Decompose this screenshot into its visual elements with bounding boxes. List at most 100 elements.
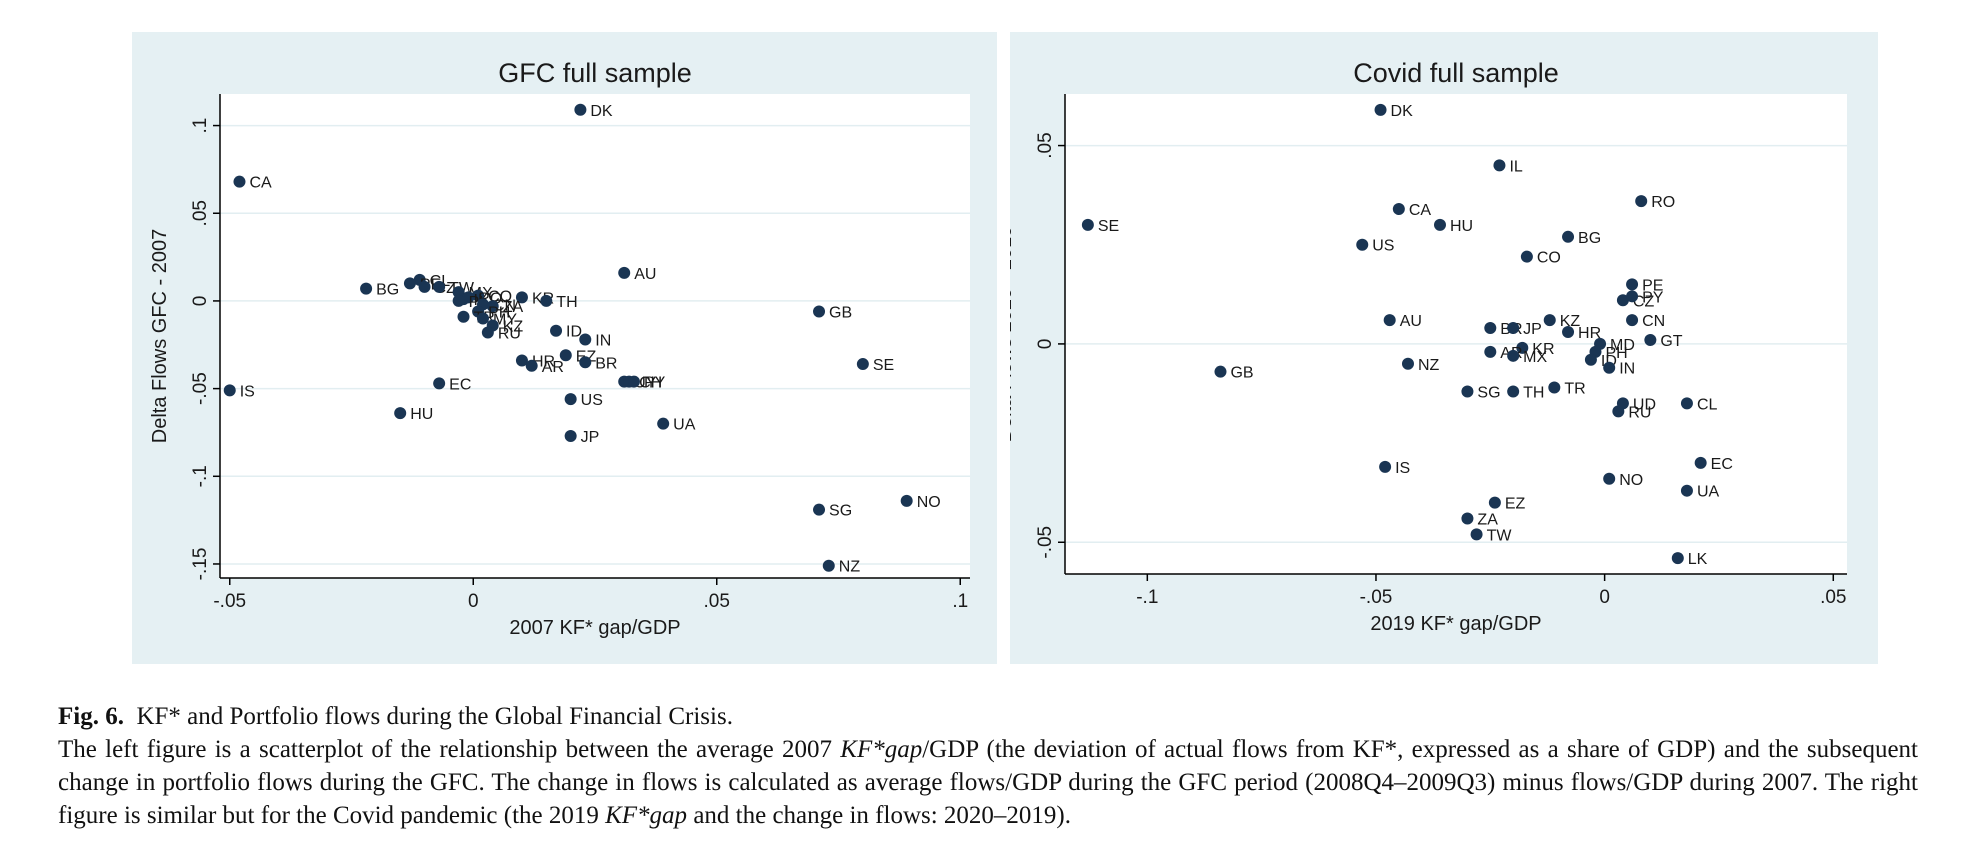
gfc-point [515, 354, 528, 367]
gfc-y-tick-label: -.05 [190, 372, 211, 405]
gfc-point-label: UY [634, 375, 657, 392]
covid-point-label: GT [1660, 333, 1682, 350]
gfc-point-label: BG [376, 282, 399, 299]
gfc-point-label: SE [873, 357, 894, 374]
covid-y-tick-label: .05 [1035, 132, 1056, 158]
covid-y-axis-title: Delta Flows 2020 - 2019 [1010, 226, 1016, 443]
caption-math-kfgap-1: KF*gap [840, 736, 923, 763]
covid-point-label: IS [1395, 460, 1410, 477]
covid-point-label: KR [1532, 341, 1554, 358]
covid-point-label: SG [1477, 385, 1500, 402]
covid-point-label: DK [1391, 103, 1414, 120]
gfc-point [822, 559, 835, 572]
covid-point-label: TH [1523, 385, 1544, 402]
covid-point [1507, 349, 1520, 362]
covid-y-tick-label: -.05 [1035, 526, 1056, 559]
gfc-point [476, 312, 489, 325]
gfc-point [564, 429, 577, 442]
gfc-plot-area [220, 94, 970, 578]
gfc-y-tick-label: -.15 [190, 548, 211, 581]
gfc-x-tick-label: -.05 [213, 591, 246, 612]
gfc-point [579, 356, 592, 369]
gfc-y-tick-label: 0 [190, 296, 211, 307]
gfc-point-label: HU [410, 406, 433, 423]
covid-point [1356, 238, 1369, 251]
covid-point-label: MD [1610, 337, 1635, 354]
gfc-point [657, 417, 670, 430]
covid-point [1488, 496, 1501, 509]
gfc-point [550, 324, 563, 337]
covid-point [1507, 322, 1520, 335]
covid-x-tick-label: -.1 [1136, 587, 1158, 608]
covid-x-axis-title: 2019 KF* gap/GDP [1370, 613, 1541, 635]
gfc-point-label: PY [644, 375, 666, 392]
covid-point [1694, 456, 1707, 469]
covid-point [1470, 528, 1483, 541]
caption-body-part3: and the change in flows: 2020–2019). [693, 802, 1072, 829]
covid-scatter-panel: .05 0 -.05 -.1 -.05 0 .05 Covid full sample 2019… [994, 32, 1878, 664]
gfc-point [564, 393, 577, 406]
covid-point-label: CZ [1633, 293, 1655, 310]
covid-point [1433, 218, 1446, 231]
gfc-point-label: TH [556, 294, 577, 311]
covid-point [1562, 326, 1575, 339]
covid-point-label: HU [1450, 218, 1473, 235]
gfc-x-tick-label: .05 [704, 591, 730, 612]
caption-title: KF* and Portfolio flows during the Globa… [136, 703, 733, 730]
gfc-chart-title: GFC full sample [498, 58, 692, 88]
gfc-y-tick-label: .1 [190, 118, 211, 134]
covid-point-label: US [1372, 238, 1394, 255]
gfc-point-label: IS [240, 383, 255, 400]
gfc-point-label: PH [488, 304, 510, 321]
gfc-point [515, 291, 528, 304]
gfc-point [223, 384, 236, 397]
gfc-point-label: IN [595, 333, 611, 350]
covid-point [1507, 385, 1520, 398]
gfc-point [574, 103, 587, 116]
covid-point [1461, 512, 1474, 525]
covid-point [1562, 230, 1575, 243]
covid-point [1484, 345, 1497, 358]
gfc-point [394, 407, 407, 420]
covid-point [1516, 341, 1529, 354]
gfc-point [813, 305, 826, 318]
covid-point-label: PH [1605, 345, 1627, 362]
gfc-point [457, 310, 470, 323]
gfc-point-label: CA [249, 175, 272, 192]
covid-point-label: CA [1409, 202, 1432, 219]
gfc-y-tick-label: -.1 [190, 465, 211, 487]
covid-point [1379, 460, 1392, 473]
covid-point-label: GB [1230, 365, 1253, 382]
covid-point [1635, 195, 1648, 208]
gfc-point [403, 277, 416, 290]
gfc-point-label: SG [829, 503, 852, 520]
gfc-x-axis-title: 2007 KF* gap/GDP [509, 617, 680, 639]
gfc-point-label: CH [639, 375, 662, 392]
covid-point-label: CL [1697, 396, 1718, 413]
gfc-point [579, 333, 592, 346]
covid-point [1520, 250, 1533, 263]
gfc-point-label: KZ [503, 318, 524, 335]
gfc-point-label: EC [449, 376, 471, 393]
gfc-point [452, 294, 465, 307]
covid-point-label: BG [1578, 230, 1601, 247]
covid-point [1214, 365, 1227, 378]
covid-chart-title: Covid full sample [1353, 58, 1559, 88]
covid-point-label: PE [1642, 277, 1663, 294]
gfc-point-label: GB [829, 304, 852, 321]
covid-point-label: IN [1619, 361, 1635, 378]
covid-point-label: CN [1642, 313, 1665, 330]
covid-point [1644, 333, 1657, 346]
covid-point [1603, 361, 1616, 374]
gfc-point [900, 494, 913, 507]
gfc-point-label: RU [498, 325, 521, 342]
covid-point [1603, 472, 1616, 485]
covid-point [1616, 294, 1629, 307]
gfc-scatter-panel: .1.05 0 -.05 -.1 -.15 -.05 0.05.1 GFC full samp… [132, 32, 997, 664]
gfc-point-label: NO [917, 494, 941, 511]
covid-x-tick-label: .05 [1820, 587, 1846, 608]
gfc-point [462, 291, 475, 304]
covid-point-label: LK [1688, 551, 1708, 568]
gfc-point-label: US [581, 392, 603, 409]
gfc-point [418, 280, 431, 293]
